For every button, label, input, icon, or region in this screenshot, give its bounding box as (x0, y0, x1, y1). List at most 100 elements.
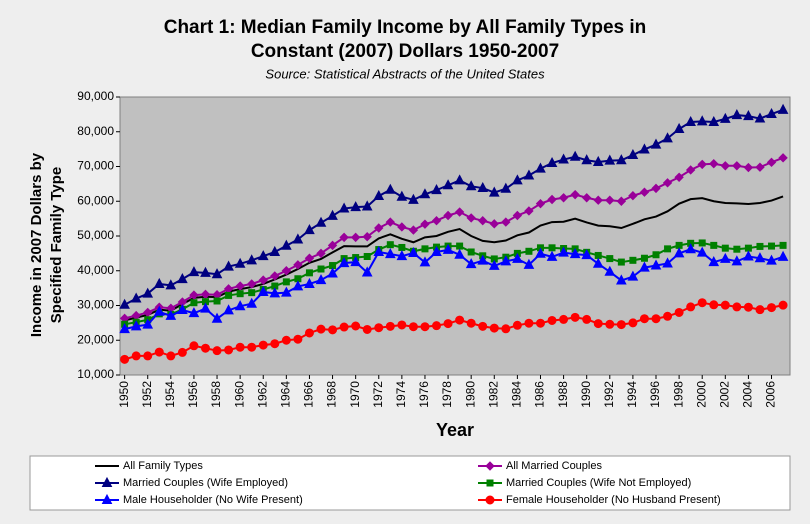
marker (766, 157, 777, 168)
marker (408, 246, 419, 258)
marker (743, 110, 754, 121)
marker (732, 302, 742, 312)
legend-item: All Married Couples (478, 460, 602, 472)
marker (523, 169, 535, 180)
marker (338, 257, 350, 268)
marker (547, 315, 557, 325)
marker (327, 209, 338, 220)
marker (558, 153, 569, 164)
marker (709, 159, 719, 169)
x-tick-label: 1994 (625, 381, 639, 408)
x-tick-label: 2004 (741, 381, 755, 408)
marker (317, 265, 325, 273)
marker (535, 162, 546, 173)
marker (119, 323, 130, 334)
marker (466, 213, 476, 223)
marker (363, 253, 371, 261)
x-tick-label: 1980 (463, 381, 477, 408)
marker (755, 305, 765, 315)
marker (188, 266, 200, 277)
marker (731, 255, 743, 266)
marker (315, 274, 327, 285)
marker (350, 201, 361, 212)
legend-marker (101, 476, 113, 487)
marker (270, 271, 280, 281)
x-tick-label: 1986 (533, 381, 547, 408)
marker (396, 190, 408, 201)
marker (200, 343, 210, 353)
marker (397, 222, 407, 232)
x-tick-label: 1962 (255, 381, 269, 408)
marker (419, 256, 431, 267)
x-tick-label: 1970 (348, 381, 362, 408)
marker (766, 107, 777, 119)
marker (696, 246, 708, 257)
marker (120, 354, 130, 364)
legend (29, 455, 791, 511)
marker (617, 258, 625, 266)
marker (616, 154, 627, 165)
marker (524, 206, 534, 216)
marker (651, 183, 661, 194)
legend-marker (101, 493, 113, 504)
marker (628, 318, 638, 328)
marker (442, 243, 454, 254)
marker (316, 324, 326, 334)
marker (569, 150, 581, 161)
x-tick-label: 1958 (209, 381, 223, 408)
marker (362, 231, 372, 242)
x-tick-label: 2000 (694, 381, 708, 408)
marker (594, 251, 602, 259)
marker (697, 159, 707, 170)
marker (431, 216, 442, 226)
marker (673, 247, 685, 258)
marker (581, 154, 593, 165)
marker (708, 255, 720, 267)
series-line (124, 195, 784, 322)
y-tick-label: 20,000 (77, 332, 114, 346)
x-tick-label: 1952 (140, 381, 154, 408)
marker (719, 112, 731, 123)
marker (130, 292, 142, 303)
marker (374, 323, 384, 333)
marker (673, 122, 685, 133)
marker (639, 187, 650, 197)
legend-marker (486, 479, 494, 487)
marker (546, 250, 558, 261)
y-tick-label: 10,000 (77, 367, 114, 381)
marker (385, 217, 396, 227)
marker (629, 256, 637, 264)
marker (548, 244, 556, 252)
marker (489, 323, 499, 333)
x-tick-label: 1976 (417, 381, 431, 408)
marker (189, 290, 199, 300)
marker (570, 312, 580, 322)
marker (361, 266, 373, 277)
marker (767, 303, 777, 313)
marker (143, 351, 153, 361)
marker (477, 181, 489, 193)
marker (778, 300, 788, 310)
marker (501, 217, 511, 227)
marker (651, 314, 661, 324)
marker (570, 189, 580, 200)
marker (247, 342, 257, 352)
marker (627, 270, 639, 281)
legend-label: Married Couples (Wife Not Employed) (506, 477, 691, 489)
marker (744, 244, 752, 252)
marker (119, 298, 130, 309)
marker (362, 324, 372, 334)
x-tick-label: 1950 (117, 381, 131, 408)
marker (593, 319, 603, 329)
marker (166, 351, 176, 361)
marker (292, 280, 304, 291)
marker (524, 318, 534, 328)
marker (662, 178, 673, 188)
marker (292, 233, 304, 244)
x-tick-label: 2002 (717, 381, 731, 408)
marker (581, 249, 593, 260)
x-tick-label: 1968 (325, 381, 339, 408)
marker (246, 297, 258, 308)
marker (225, 291, 233, 299)
x-tick-label: 2006 (764, 381, 778, 408)
